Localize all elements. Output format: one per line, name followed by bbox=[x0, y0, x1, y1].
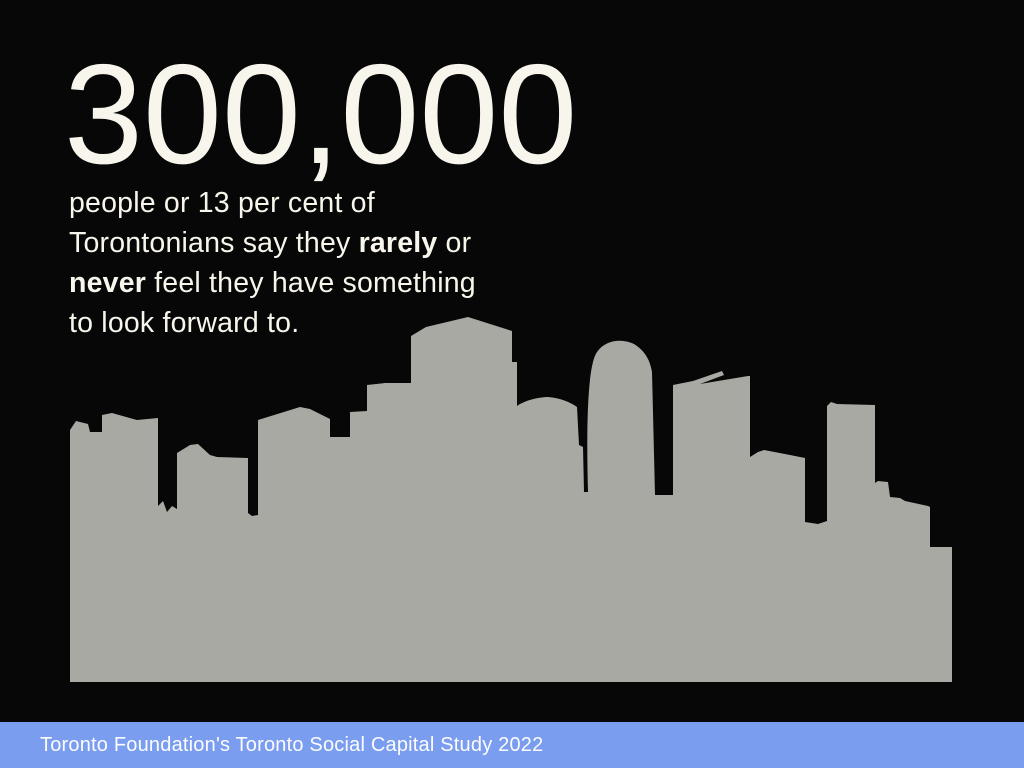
stat-text-bold-rarely: rarely bbox=[358, 227, 438, 259]
stat-text-segment: people or 13 per cent of bbox=[69, 187, 375, 219]
footer-banner: Toronto Foundation's Toronto Social Capi… bbox=[0, 722, 1024, 768]
headline-number: 300,000 bbox=[64, 35, 578, 194]
stat-line-2: Torontonians say they rarely or bbox=[69, 223, 476, 263]
stat-text-segment: to look forward to. bbox=[69, 307, 300, 339]
stat-line-4: to look forward to. bbox=[69, 303, 476, 343]
stat-paragraph: people or 13 per cent of Torontonians sa… bbox=[69, 183, 476, 343]
stat-line-3: never feel they have something bbox=[69, 263, 476, 303]
stat-line-1: people or 13 per cent of bbox=[69, 183, 476, 223]
stat-text-bold-never: never bbox=[69, 267, 147, 299]
footer-source-text: Toronto Foundation's Toronto Social Capi… bbox=[40, 733, 544, 756]
stat-text-segment: feel they have something bbox=[146, 267, 476, 299]
stat-text-segment: Torontonians say they bbox=[69, 227, 359, 259]
stat-text-segment: or bbox=[437, 227, 472, 259]
